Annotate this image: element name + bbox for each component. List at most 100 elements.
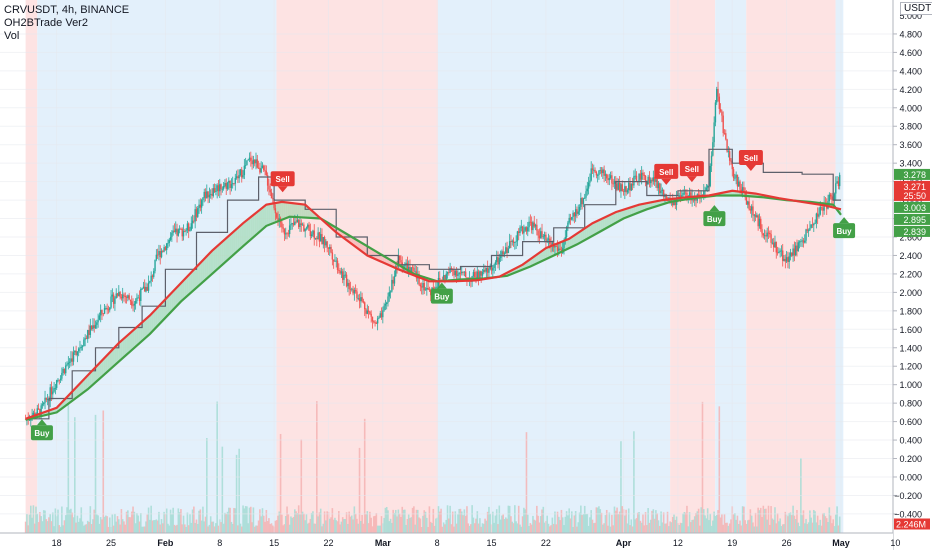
volume-bar [741,506,744,533]
candle-body [338,269,340,271]
candle-body [294,221,296,225]
volume-bar [778,521,780,533]
candle-body [165,243,168,251]
volume-bar [299,514,301,533]
candle-body [480,271,482,276]
candle-body [177,229,180,236]
volume-bar [220,522,222,533]
volume-bar [141,526,143,533]
cloud-segment [538,252,541,263]
candle-body [762,233,765,236]
candle-body [343,274,345,280]
candle-body [684,192,687,194]
volume-bar [380,516,383,533]
sell-signal[interactable]: Sell [679,161,704,183]
buy-signal[interactable]: Buy [30,419,53,441]
price-tag-value: 2.246M [896,520,926,530]
volume-bar [516,523,519,533]
volume-bar [582,514,585,533]
volume-bar [797,522,800,533]
volume-bar [274,520,277,533]
volume-bar [712,520,714,533]
volume-bar [559,520,561,533]
volume-bar [106,516,108,533]
volume-bar [661,522,664,533]
volume-bar [743,506,745,533]
candle-body [127,295,129,298]
cloud-segment [588,224,591,238]
sell-signal[interactable]: Sell [738,150,763,172]
cloud-segment [231,231,234,257]
volume-bar [151,520,154,533]
volume-bar [172,507,174,533]
volume-bar [495,509,498,533]
candle-body [595,171,598,176]
signal-arrow [277,186,288,193]
volume-bar [321,526,323,533]
volume-bar [127,510,129,533]
volume-bar [344,519,347,533]
candle-body [111,294,114,297]
candle-body [287,233,290,235]
volume-bar [383,517,385,533]
volume-bar [493,522,495,533]
candle-body [81,346,84,348]
candle-body [787,257,789,262]
candle-body [378,317,380,319]
volume-bar [732,514,735,533]
candle-body [393,276,396,284]
candle-body [132,305,134,307]
volume-bar [555,524,558,533]
volume-bar [674,519,677,533]
volume-bar [67,403,70,533]
currency-button[interactable]: USDT [900,2,932,15]
buy-signal[interactable]: Buy [430,282,453,304]
cloud-segment [598,219,601,233]
buy-signal[interactable]: Buy [703,205,726,227]
cloud-segment [272,203,275,224]
time-axis[interactable]: 18 25 Feb 8 15 22 Mar 8 15 22 Apr 12 19 26 May 10 [0,532,900,550]
candle-body [209,193,212,195]
candle-body [332,259,335,262]
signal-markers[interactable]: Buy Sell Buy Sell Sell Sell Buy Buy [30,150,856,441]
volume-bar [552,523,555,533]
sell-signal[interactable]: Sell [654,163,679,185]
volume-bar [108,517,111,533]
regime-band-bear [670,0,716,533]
price-tag: 2.895 [894,213,930,225]
volume-bar [679,522,682,533]
price-axis[interactable]: 4.800 4.600 4.400 4.200 4.000 3.800 3.600 3.400… [892,0,932,550]
candle-body [823,203,825,211]
volume-bar [548,526,551,533]
candle-body [697,194,700,196]
volume-bar [592,523,595,533]
volume-bar [356,518,358,533]
volume-bar [811,522,814,533]
volume-bar [642,514,644,533]
volume-bar [534,520,537,533]
candle-body [305,227,308,229]
volume-bar [237,525,239,533]
volume-bar [718,406,721,533]
volume-bar [616,507,618,533]
volume-bar [680,523,683,533]
candle-body [735,174,737,178]
candle-body [642,172,644,175]
volume-bar [524,509,526,533]
volume-bar [533,519,536,533]
sell-signal[interactable]: Sell [270,171,295,193]
candle-body [318,232,321,242]
candle-body [788,256,790,262]
volume-bar [235,454,238,533]
candle-body [578,206,581,212]
candle-body [546,239,548,241]
candle-body [142,286,145,289]
buy-signal[interactable]: Buy [833,217,856,239]
volume-bar [444,524,446,533]
candle-body [147,282,150,291]
cloud-segment [567,238,570,249]
signal-box [679,161,704,177]
regime-background [25,0,844,533]
candle-body [304,228,306,232]
